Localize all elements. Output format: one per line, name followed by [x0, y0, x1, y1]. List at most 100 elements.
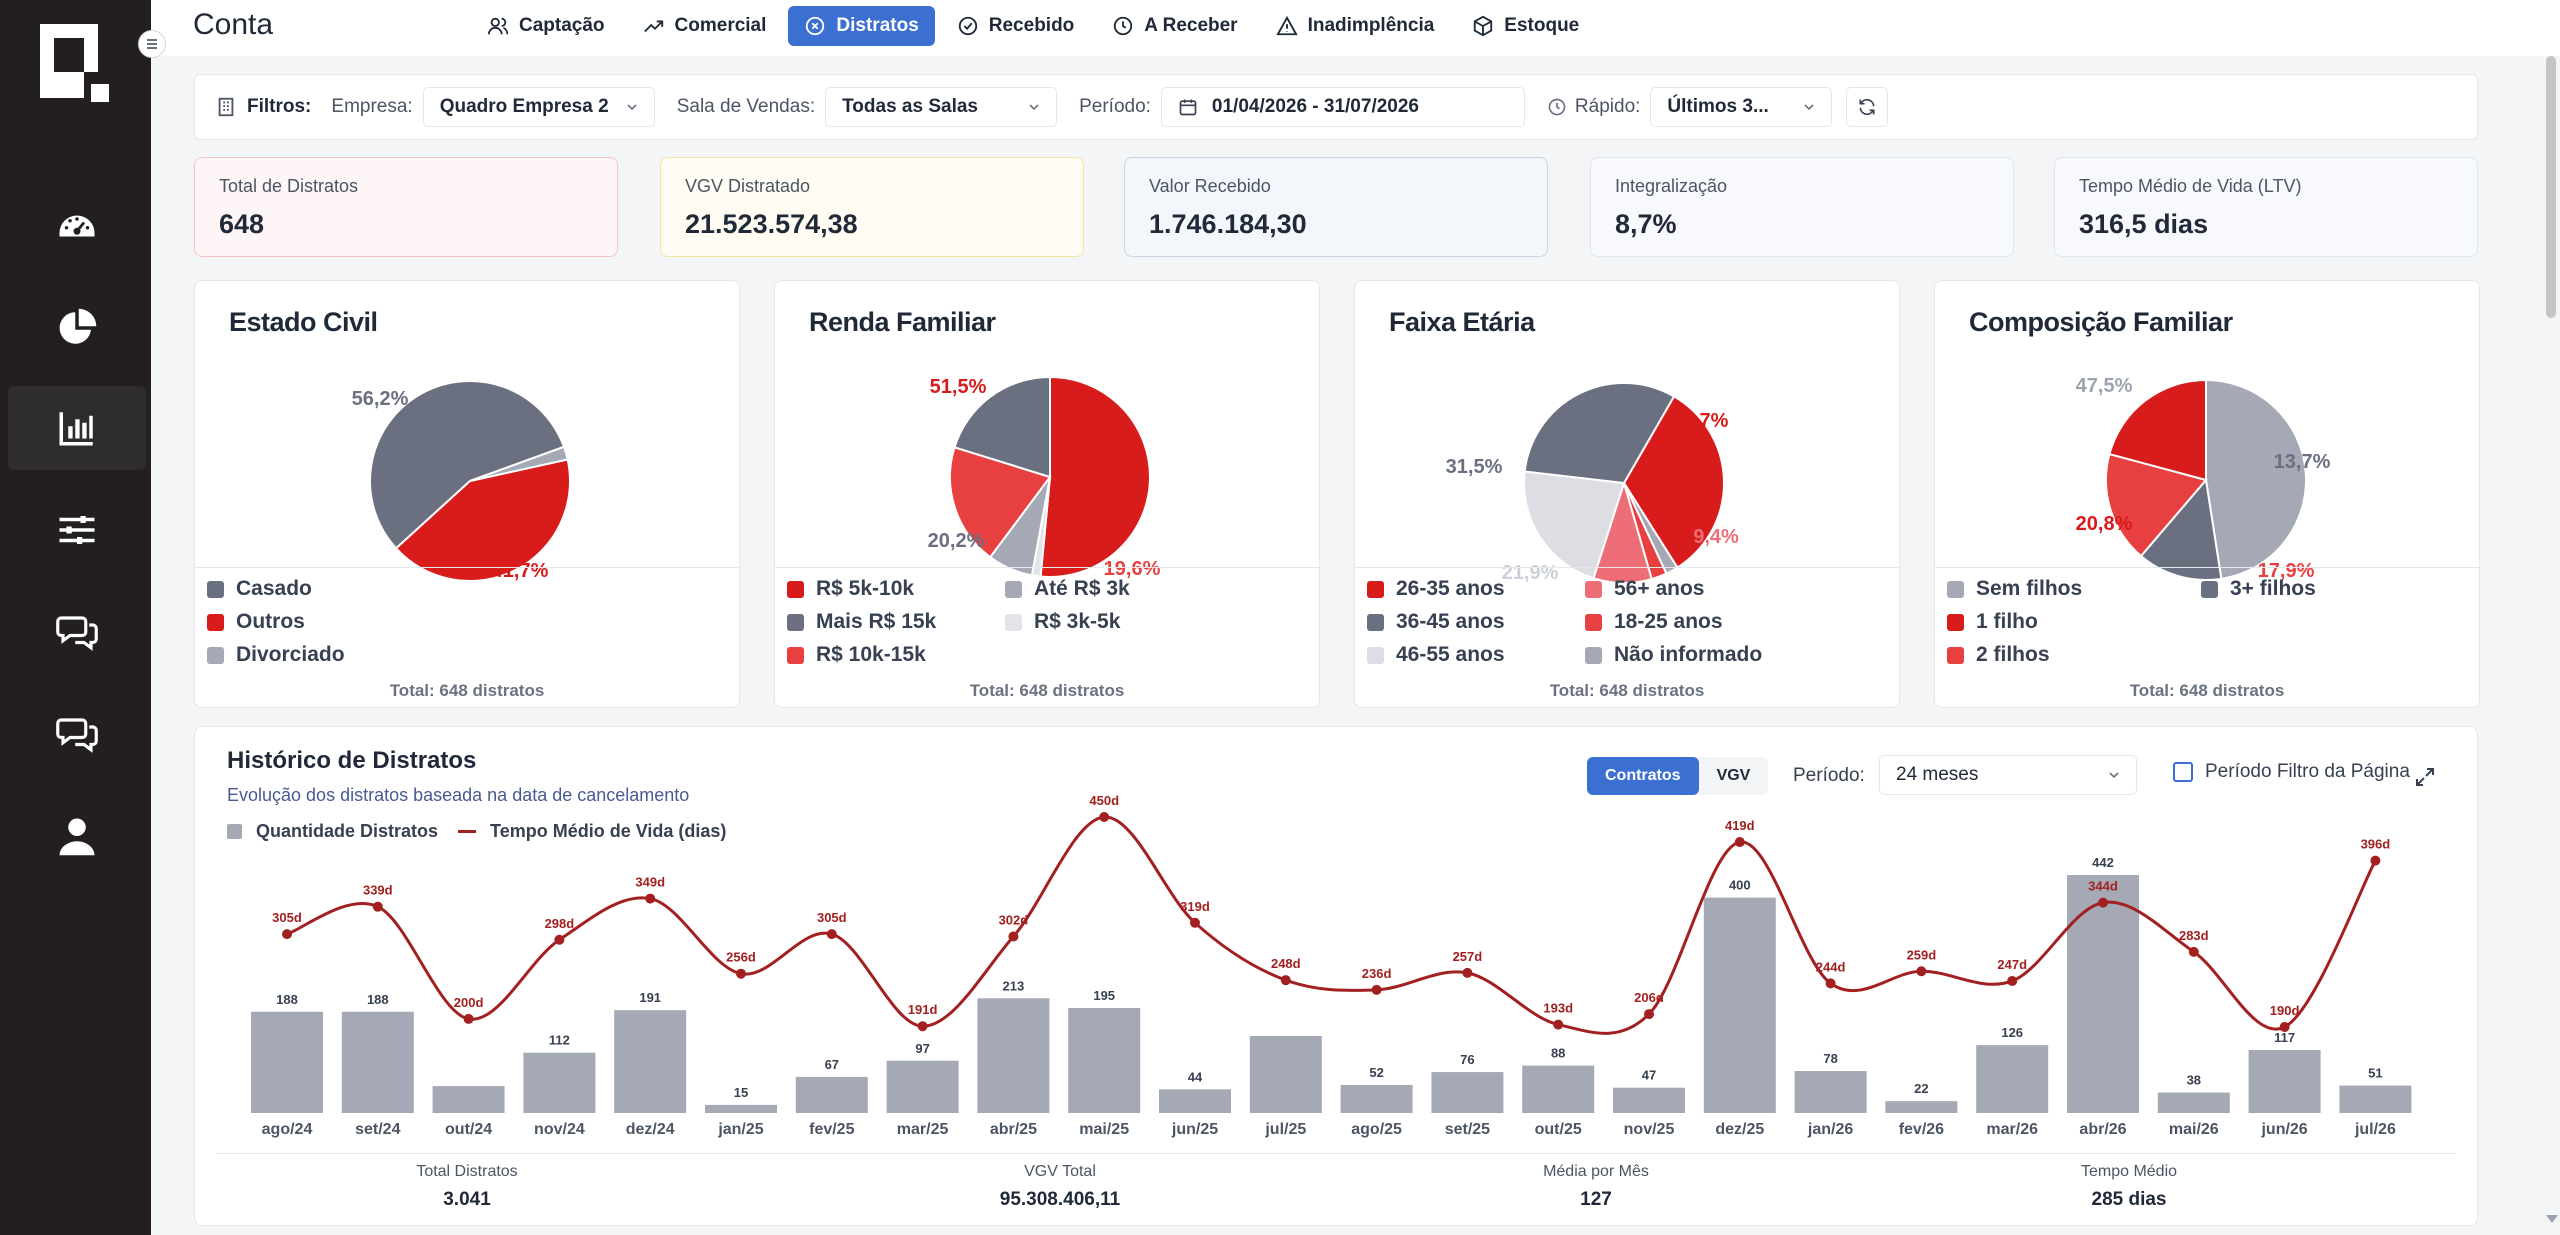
- line-point[interactable]: [554, 934, 565, 945]
- bar[interactable]: [2339, 1085, 2412, 1113]
- legend-item[interactable]: 36-45 anos: [1367, 610, 1505, 634]
- expand-icon[interactable]: [2413, 765, 2437, 789]
- line-point[interactable]: [1734, 837, 1745, 848]
- legend-item[interactable]: Sem filhos: [1947, 577, 2082, 601]
- line-point[interactable]: [826, 929, 837, 940]
- legend-item[interactable]: 56+ anos: [1585, 577, 1704, 601]
- toggle-vgv[interactable]: VGV: [1716, 767, 1751, 784]
- legend-item[interactable]: Até R$ 3k: [1005, 577, 1130, 601]
- sala-select[interactable]: Todas as Salas: [825, 87, 1058, 127]
- line-point[interactable]: [736, 968, 746, 979]
- tab-estoque[interactable]: Estoque: [1456, 6, 1595, 46]
- bar[interactable]: [795, 1076, 868, 1113]
- legend-item[interactable]: Outros: [207, 610, 305, 634]
- line-point[interactable]: [2188, 946, 2199, 957]
- pie-slice[interactable]: [369, 380, 566, 550]
- sidebar-item-dashboard[interactable]: [8, 184, 146, 268]
- bar[interactable]: [2067, 875, 2139, 1113]
- tab-distratos[interactable]: Distratos: [788, 6, 935, 46]
- toggle-contratos[interactable]: Contratos: [1587, 757, 1699, 795]
- pie-slice[interactable]: [2205, 378, 2307, 580]
- bar[interactable]: [251, 1011, 323, 1113]
- legend-item[interactable]: 1 filho: [1947, 610, 2038, 634]
- pie-slice[interactable]: [953, 375, 1051, 479]
- pie-slice[interactable]: [394, 458, 571, 582]
- tab-recebido[interactable]: Recebido: [941, 6, 1091, 46]
- history-period-select[interactable]: 24 meses: [1879, 755, 2137, 795]
- pie-slice[interactable]: [949, 446, 1052, 559]
- legend-item[interactable]: 26-35 anos: [1367, 577, 1505, 601]
- pie-slice[interactable]: [2139, 477, 2223, 581]
- bar[interactable]: [1159, 1089, 1231, 1113]
- line-point[interactable]: [2007, 975, 2018, 986]
- sidebar-item-pie[interactable]: [8, 286, 146, 370]
- bar[interactable]: [1885, 1101, 1958, 1113]
- pie-slice[interactable]: [2105, 452, 2208, 558]
- bar[interactable]: [1249, 1036, 1322, 1113]
- bar[interactable]: [2248, 1050, 2321, 1113]
- line-point[interactable]: [1825, 978, 1836, 989]
- line-point[interactable]: [1553, 1019, 1564, 1030]
- line-point[interactable]: [1280, 975, 1291, 986]
- line-point[interactable]: [2098, 897, 2108, 908]
- pie-slice[interactable]: [469, 445, 569, 482]
- bar[interactable]: [523, 1052, 596, 1113]
- bar[interactable]: [614, 1010, 687, 1113]
- pie-slice[interactable]: [1523, 382, 1676, 485]
- line-point[interactable]: [1371, 984, 1382, 995]
- legend-item[interactable]: R$ 5k-10k: [787, 577, 914, 601]
- line-point[interactable]: [2370, 855, 2381, 866]
- scrollbar-thumb[interactable]: [2546, 56, 2556, 318]
- line-point[interactable]: [372, 901, 383, 912]
- pie-slice[interactable]: [1622, 395, 1725, 569]
- legend-item[interactable]: 3+ filhos: [2201, 577, 2316, 601]
- bar[interactable]: [432, 1086, 505, 1113]
- periodo-date-range[interactable]: 01/04/2026 - 31/07/2026: [1160, 87, 1525, 127]
- pie-slice[interactable]: [1523, 470, 1626, 580]
- sidebar-item-profile[interactable]: [8, 794, 146, 878]
- line-point[interactable]: [1190, 917, 1200, 928]
- checkbox[interactable]: [2173, 762, 2193, 782]
- line-point[interactable]: [2279, 1022, 2290, 1032]
- sidebar-item-reports[interactable]: [8, 386, 146, 470]
- legend-item[interactable]: 2 filhos: [1947, 643, 2050, 667]
- sidebar-item-messages[interactable]: [8, 590, 146, 674]
- bar[interactable]: [1794, 1071, 1867, 1113]
- bar[interactable]: [2157, 1092, 2230, 1113]
- legend-item[interactable]: Não informado: [1585, 643, 1762, 667]
- line-point[interactable]: [645, 893, 656, 904]
- legend-item[interactable]: Mais R$ 15k: [787, 610, 936, 634]
- sidebar-item-chat[interactable]: [8, 692, 146, 776]
- bar[interactable]: [1522, 1065, 1595, 1113]
- app-logo[interactable]: [40, 24, 110, 104]
- empresa-select[interactable]: Quadro Empresa 2: [422, 87, 655, 127]
- rapido-select[interactable]: Últimos 3...: [1650, 87, 1833, 127]
- legend-item[interactable]: Divorciado: [207, 643, 345, 667]
- line-point[interactable]: [1099, 812, 1110, 822]
- bar[interactable]: [341, 1011, 414, 1113]
- bar[interactable]: [886, 1060, 959, 1113]
- line-point[interactable]: [1916, 966, 1927, 977]
- bar[interactable]: [1976, 1045, 2049, 1113]
- pie-slice[interactable]: [2108, 378, 2207, 482]
- sidebar-item-settings[interactable]: [8, 488, 146, 572]
- legend-item[interactable]: 18-25 anos: [1585, 610, 1723, 634]
- line-point[interactable]: [282, 929, 292, 940]
- page-filter-checkbox[interactable]: Período Filtro da Página: [2135, 761, 2410, 783]
- line-point[interactable]: [1008, 931, 1019, 942]
- bar[interactable]: [1613, 1087, 1685, 1113]
- bar[interactable]: [705, 1104, 777, 1113]
- legend-item[interactable]: R$ 10k-15k: [787, 643, 926, 667]
- tab-a-receber[interactable]: A Receber: [1096, 6, 1253, 46]
- refresh-button[interactable]: [1846, 87, 1889, 127]
- bar[interactable]: [1703, 897, 1776, 1113]
- legend-item[interactable]: Casado: [207, 577, 312, 601]
- line-point[interactable]: [463, 1013, 474, 1024]
- line-point[interactable]: [1644, 1009, 1654, 1020]
- line-point[interactable]: [1462, 967, 1473, 978]
- legend-item[interactable]: 46-55 anos: [1367, 643, 1505, 667]
- scroll-down-arrow[interactable]: [2546, 1215, 2558, 1223]
- bar[interactable]: [1431, 1072, 1504, 1113]
- tab-captacao[interactable]: Captação: [471, 6, 621, 46]
- page-scrollbar[interactable]: [2542, 56, 2560, 1235]
